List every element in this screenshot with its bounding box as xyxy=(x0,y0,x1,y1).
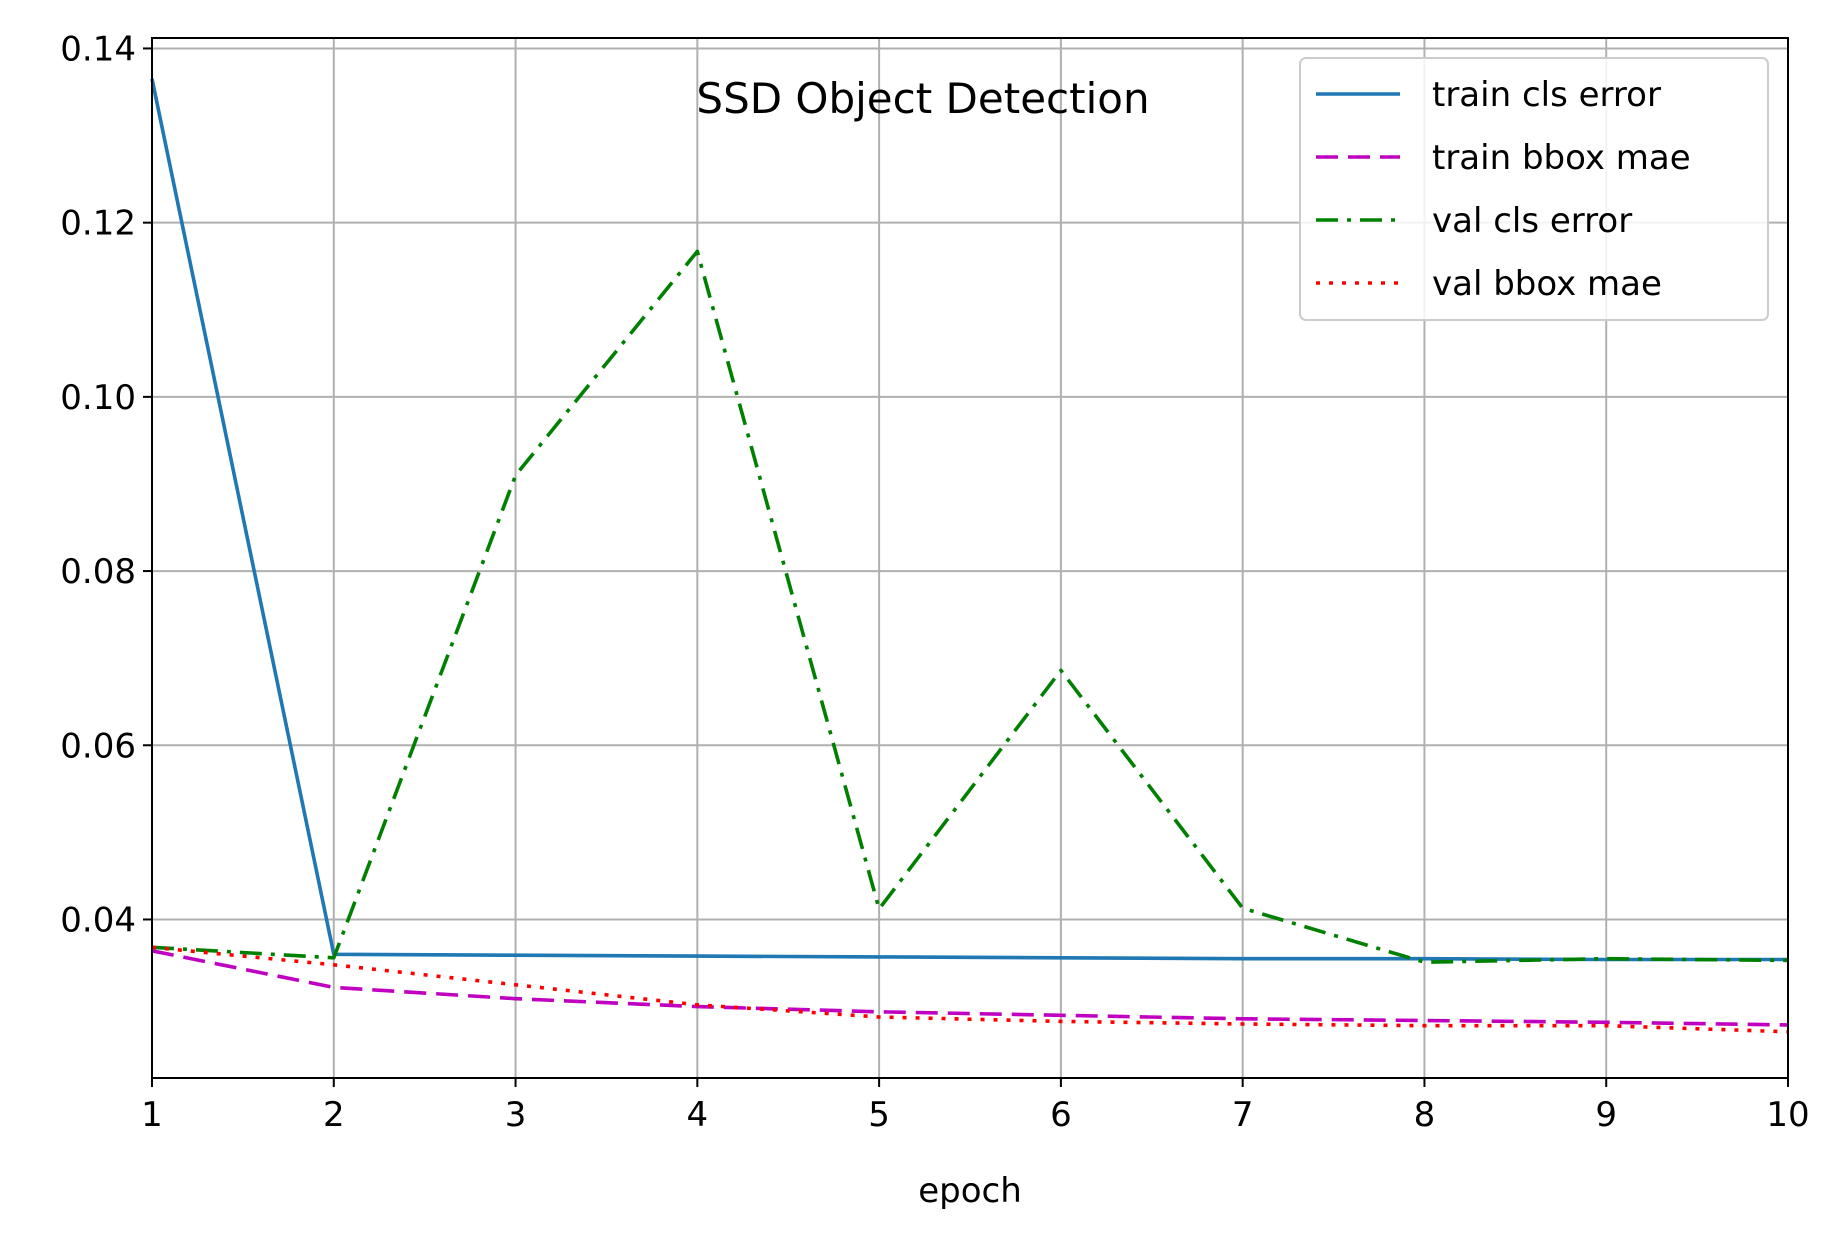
legend-label-1: train cls error xyxy=(1432,75,1661,115)
x-axis-label: epoch xyxy=(918,1171,1022,1211)
y-tick-label: 0.08 xyxy=(60,552,136,592)
series-layer xyxy=(150,78,1789,1034)
x-tick-label: 7 xyxy=(1232,1095,1254,1135)
x-tick-label: 8 xyxy=(1414,1095,1436,1135)
legend-label-4: val bbox mae xyxy=(1432,264,1662,304)
y-tick-label: 0.10 xyxy=(60,378,136,418)
series-line-4 xyxy=(151,945,1789,1034)
x-axis: 1 2 3 4 5 6 7 8 9 10 xyxy=(141,1078,1810,1135)
x-tick-label: 4 xyxy=(687,1095,709,1135)
x-tick-label: 1 xyxy=(141,1095,163,1135)
y-axis: 0.04 0.06 0.08 0.10 0.12 0.14 xyxy=(60,29,152,940)
y-tick-label: 0.12 xyxy=(60,204,136,244)
series-line-2 xyxy=(151,949,1789,1027)
x-tick-label: 9 xyxy=(1595,1095,1617,1135)
plot-frame xyxy=(151,37,1789,1079)
y-tick-label: 0.14 xyxy=(60,29,136,69)
y-tick-label: 0.06 xyxy=(60,726,136,766)
legend-label-3: val cls error xyxy=(1432,201,1632,241)
series-line-1 xyxy=(150,78,1788,962)
chart-title: SSD Object Detection xyxy=(696,74,1149,123)
y-tick-label: 0.04 xyxy=(60,900,136,940)
x-tick-label: 6 xyxy=(1050,1095,1072,1135)
x-tick-label: 3 xyxy=(505,1095,527,1135)
legend-box xyxy=(1299,57,1769,321)
legend-label-2: train bbox mae xyxy=(1432,138,1691,178)
legend: train cls error train bbox mae val cls err… xyxy=(1299,57,1769,321)
series-line-3 xyxy=(151,249,1789,965)
x-tick-label: 10 xyxy=(1766,1095,1809,1135)
x-tick-label: 2 xyxy=(323,1095,345,1135)
x-tick-label: 5 xyxy=(868,1095,890,1135)
